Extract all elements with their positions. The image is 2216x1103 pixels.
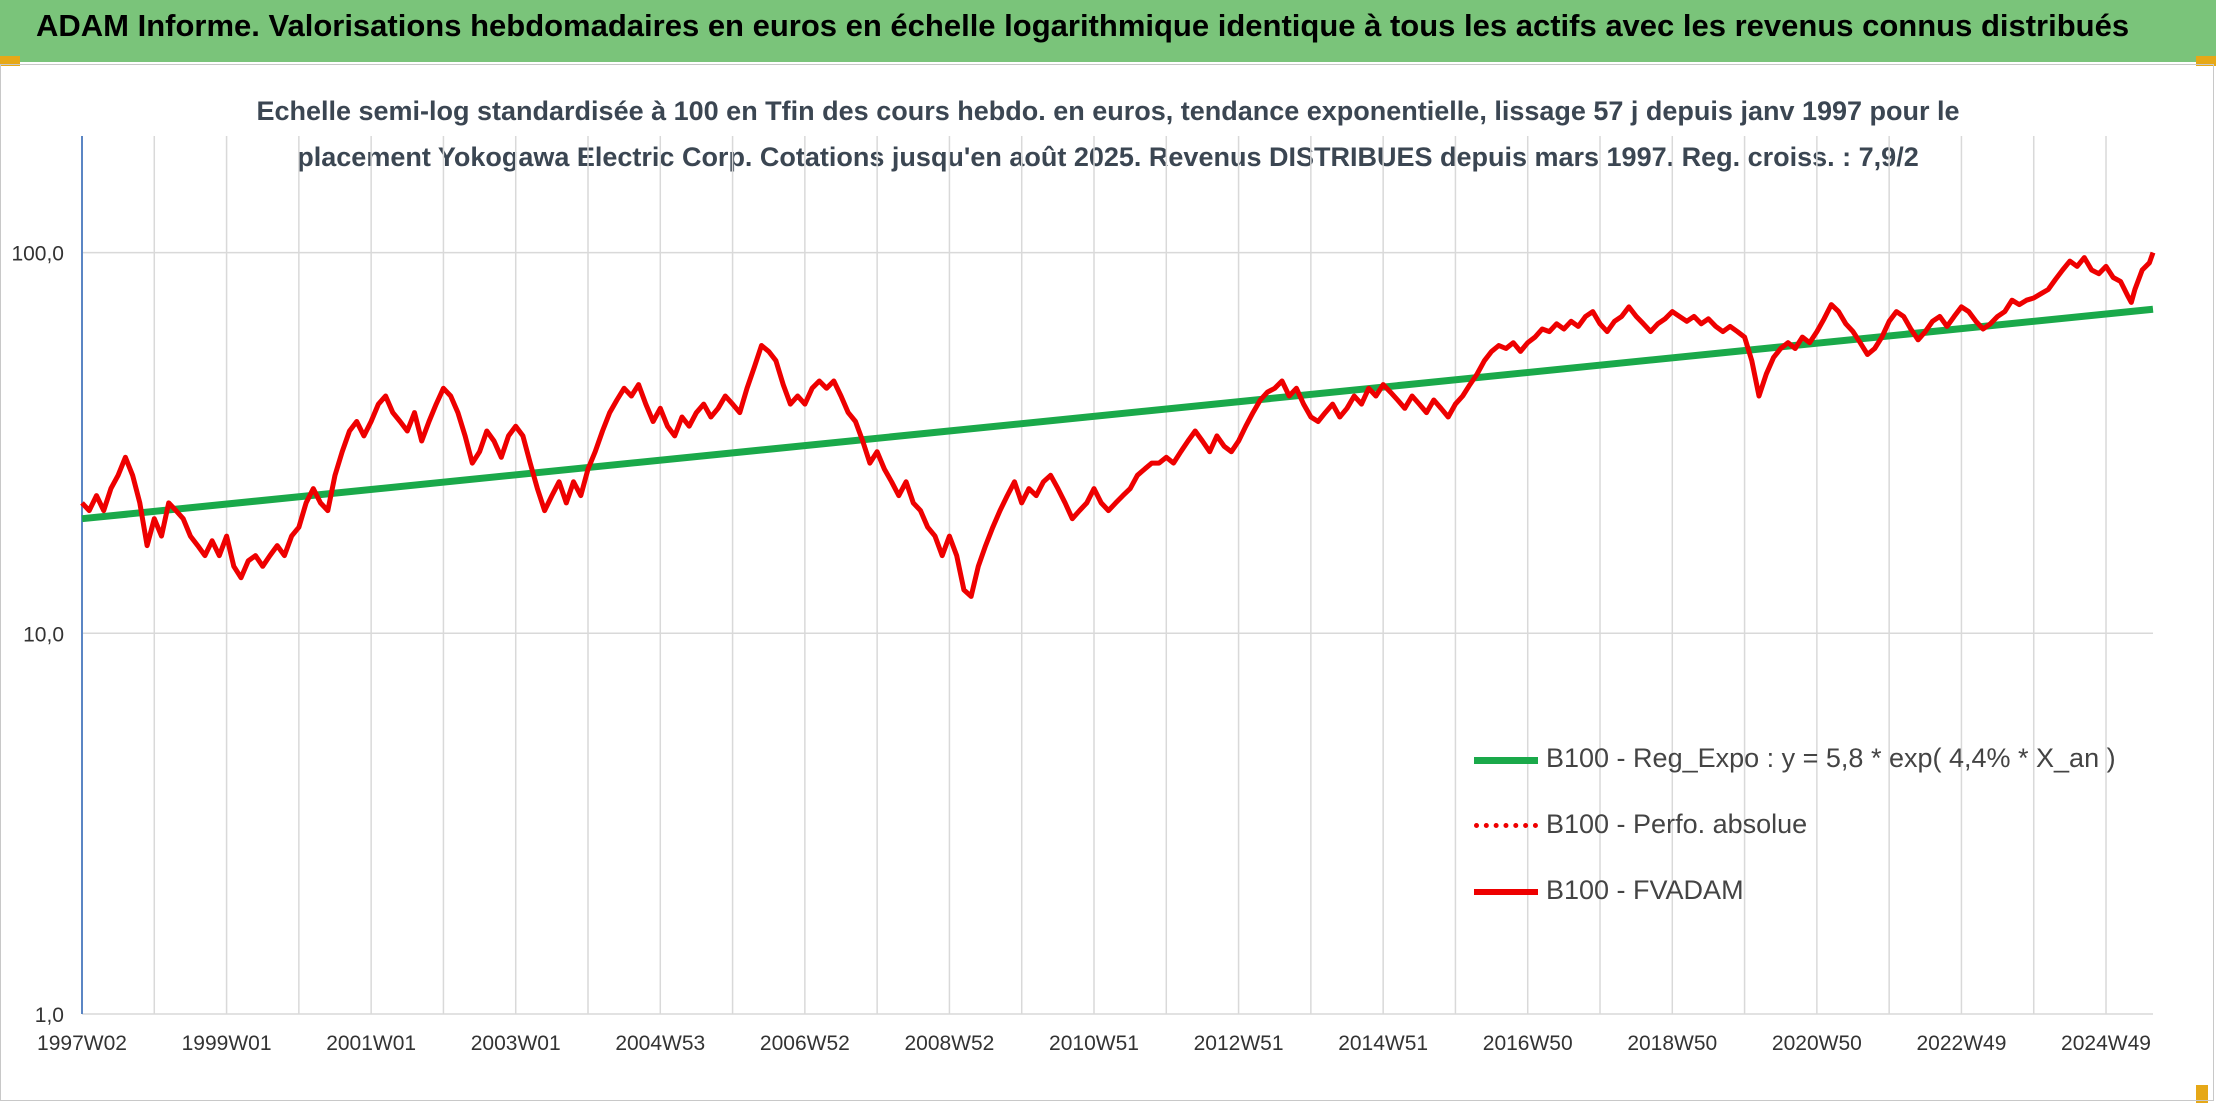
series-fvadam-line [80, 251, 2156, 599]
corner-mark-bottom-right [2196, 1085, 2208, 1103]
x-tick-label: 2008W52 [904, 1032, 994, 1055]
legend-item-fvadam: B100 - FVADAM [1474, 875, 2174, 929]
x-tick-label: 2010W51 [1049, 1032, 1139, 1055]
corner-mark-left [0, 56, 20, 66]
legend-label-fvadam: B100 - FVADAM [1546, 875, 1744, 905]
x-tick-label: 2024W49 [2061, 1032, 2151, 1055]
x-tick-label: 2003W01 [471, 1032, 561, 1055]
x-tick-label: 2022W49 [1916, 1032, 2006, 1055]
x-tick-label: 2014W51 [1338, 1032, 1428, 1055]
legend-label-trend: B100 - Reg_Expo : y = 5,8 * exp( 4,4% * … [1546, 743, 2116, 773]
x-tick-label: 2018W50 [1627, 1032, 1717, 1055]
legend-swatch-trend [1474, 757, 1538, 764]
x-tick-label: 2006W52 [760, 1032, 850, 1055]
legend-item-perfo: B100 - Perfo. absolue [1474, 809, 2174, 863]
x-tick-label: 1999W01 [182, 1032, 272, 1055]
y-tick-label: 10,0 [23, 623, 64, 646]
legend-swatch-fvadam [1474, 889, 1538, 895]
header-banner: ADAM Informe. Valorisations hebdomadaire… [0, 0, 2216, 62]
y-tick-label: 100,0 [11, 243, 64, 266]
x-tick-label: 2016W50 [1483, 1032, 1573, 1055]
x-tick-label: 1997W02 [37, 1032, 127, 1055]
y-tick-label: 1,0 [35, 1004, 64, 1027]
chart-title-line-2: placement Yokogawa Electric Corp. Cotati… [297, 142, 1919, 172]
chart-frame [0, 64, 2214, 1101]
x-tick-label: 2020W50 [1772, 1032, 1862, 1055]
legend-label-perfo: B100 - Perfo. absolue [1546, 809, 1808, 839]
x-tick-label: 2004W53 [615, 1032, 705, 1055]
legend-swatch-perfo [1474, 823, 1538, 828]
report-title: ADAM Informe. Valorisations hebdomadaire… [36, 8, 2130, 43]
chart-title-line-1: Echelle semi-log standardisée à 100 en T… [256, 96, 1960, 126]
legend-item-trend: B100 - Reg_Expo : y = 5,8 * exp( 4,4% * … [1474, 743, 2174, 797]
x-tick-label: 2012W51 [1194, 1032, 1284, 1055]
x-tick-label: 2001W01 [326, 1032, 416, 1055]
corner-mark-right [2196, 56, 2216, 66]
